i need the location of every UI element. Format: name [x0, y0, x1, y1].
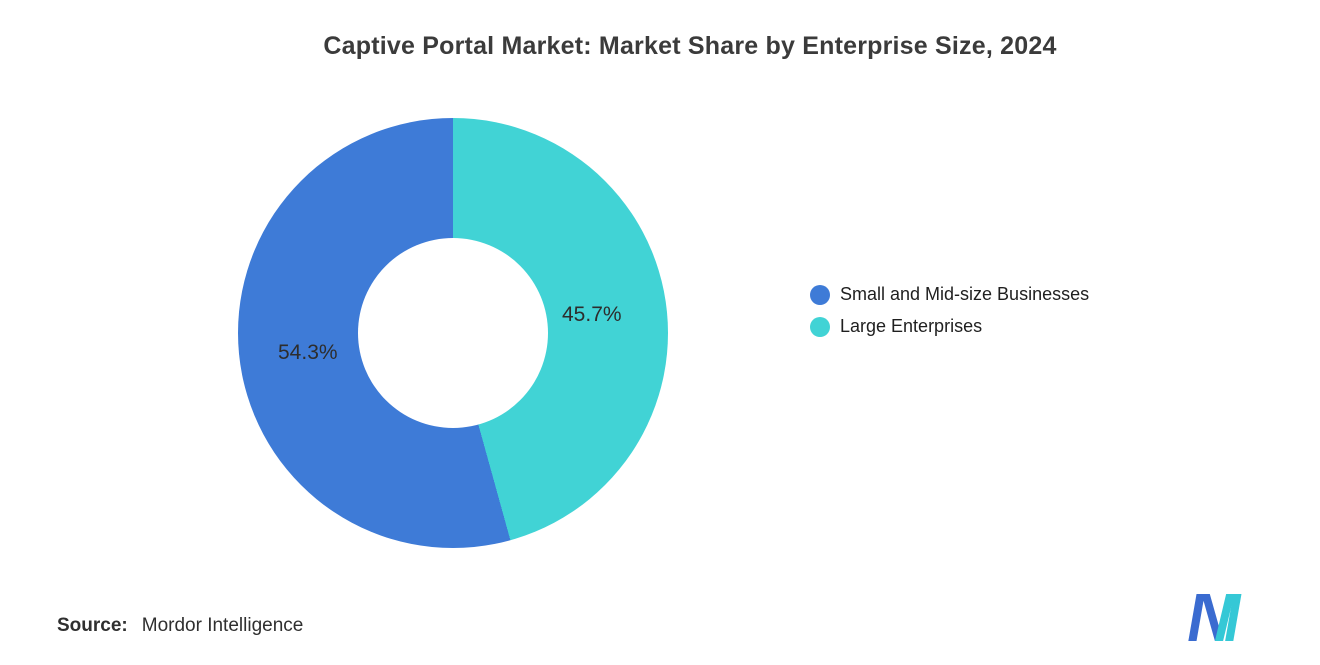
brand-logo [1188, 594, 1250, 641]
donut-hole [358, 238, 548, 428]
mordor-intelligence-logo-icon [1188, 594, 1242, 641]
legend-swatch-teal [810, 316, 830, 337]
slice-label-large-enterprises: 45.7% [562, 303, 622, 326]
legend-item-large-enterprises: Large Enterprises [810, 316, 1089, 337]
legend-swatch-blue [810, 284, 830, 305]
slice-label-small-mid-businesses: 54.3% [278, 341, 338, 364]
legend-label: Large Enterprises [840, 316, 983, 336]
chart-legend: Small and Mid-size Businesses Large Ente… [810, 284, 1089, 348]
source-line: Source: Mordor Intelligence [57, 615, 303, 637]
source-label: Source: [57, 615, 128, 636]
donut-chart [238, 118, 668, 548]
legend-label: Small and Mid-size Businesses [840, 284, 1090, 304]
legend-item-small-mid-businesses: Small and Mid-size Businesses [810, 284, 1089, 305]
chart-title: Captive Portal Market: Market Share by E… [323, 32, 1057, 60]
source-value: Mordor Intelligence [141, 615, 304, 636]
